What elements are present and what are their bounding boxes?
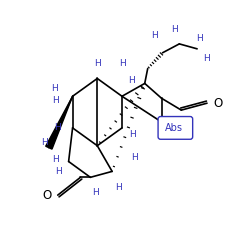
Text: H: H bbox=[92, 188, 99, 197]
Text: Abs: Abs bbox=[165, 123, 183, 133]
Polygon shape bbox=[46, 96, 73, 149]
FancyBboxPatch shape bbox=[158, 117, 193, 139]
Text: H: H bbox=[131, 153, 138, 162]
Text: H: H bbox=[55, 167, 62, 176]
Text: H: H bbox=[54, 123, 61, 132]
Text: H: H bbox=[120, 59, 126, 68]
Text: H: H bbox=[42, 138, 48, 147]
Text: H: H bbox=[52, 96, 59, 105]
Text: H: H bbox=[129, 76, 135, 85]
Text: H: H bbox=[115, 183, 122, 192]
Text: H: H bbox=[151, 31, 158, 41]
Text: H: H bbox=[204, 54, 210, 63]
Text: O: O bbox=[213, 97, 222, 110]
Text: H: H bbox=[171, 24, 178, 34]
Text: H: H bbox=[52, 155, 59, 164]
Text: H: H bbox=[52, 84, 58, 93]
Text: H: H bbox=[196, 35, 202, 43]
Text: O: O bbox=[43, 189, 52, 202]
Text: H: H bbox=[94, 59, 101, 68]
Text: H: H bbox=[130, 130, 136, 139]
